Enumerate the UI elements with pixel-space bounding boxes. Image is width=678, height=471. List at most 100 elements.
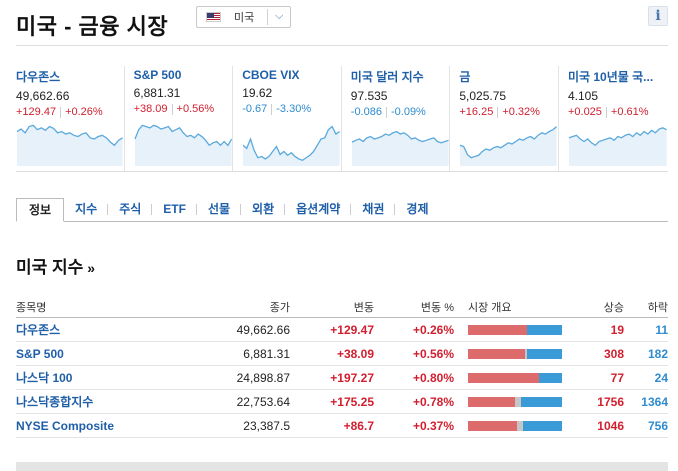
ticker-name[interactable]: 미국 달러 지수 xyxy=(350,70,424,84)
ticker-change-divider xyxy=(60,107,62,118)
section-title-us-indices[interactable]: 미국 지수» xyxy=(16,253,95,278)
ticker-change-divider xyxy=(171,104,173,115)
ticker-change-divider xyxy=(605,107,607,118)
ticker-value: 97.535 xyxy=(350,89,388,103)
index-name-link[interactable]: 나스닥종합지수 xyxy=(16,395,94,409)
index-change: +38.09 xyxy=(336,346,374,361)
ticker-change-abs: -0.67 xyxy=(242,103,268,115)
unchanged-segment xyxy=(538,372,540,383)
sparkline-area xyxy=(16,125,123,166)
tab-indices[interactable]: 지수 xyxy=(64,198,109,221)
country-select[interactable]: 미국 ⌵ xyxy=(196,6,291,28)
col-header-advancing: 상승 xyxy=(603,301,624,314)
ticker-name[interactable]: S&P 500 xyxy=(133,68,182,82)
advancing-count: 19 xyxy=(610,322,624,337)
table-row: 다우존스 49,662.66 +129.47 +0.26% 19 11 xyxy=(16,318,668,342)
ticker-change: +16.25 +0.32% xyxy=(459,106,556,118)
breadth-bar xyxy=(468,420,562,431)
breadth-bar xyxy=(468,348,562,359)
ticker-change: +0.025 +0.61% xyxy=(568,106,666,118)
indices-table: 종목명 종가 변동 변동 % 시장 개요 상승 하락 다우존스 49,662.6… xyxy=(16,296,668,438)
advancing-count: 77 xyxy=(610,370,624,385)
unchanged-segment xyxy=(515,396,521,407)
ticker-sparkline[interactable] xyxy=(459,122,558,166)
ticker-sparkline[interactable] xyxy=(16,122,124,166)
tab-stocks[interactable]: 주식 xyxy=(108,198,153,221)
col-header-last: 종가 xyxy=(269,301,290,314)
tab-options[interactable]: 옵션계약 xyxy=(285,198,352,221)
advancing-segment xyxy=(468,372,539,383)
ticker-change: +129.47 +0.26% xyxy=(16,106,122,118)
market-overview-cell xyxy=(454,324,562,335)
breadth-bar xyxy=(468,372,562,383)
table-header-row: 종목명 종가 변동 변동 % 시장 개요 상승 하락 xyxy=(16,296,668,318)
sparkline-area xyxy=(460,126,557,166)
ticker-change-abs: +16.25 xyxy=(459,106,494,118)
sparkline-area xyxy=(243,126,340,166)
ticker-change-pct: +0.61% xyxy=(610,106,649,118)
advancing-segment xyxy=(468,324,528,335)
select-divider xyxy=(267,9,268,25)
ticker-name[interactable]: 다우존스 xyxy=(16,70,61,84)
market-overview-cell xyxy=(454,396,562,407)
ticker-sparkline[interactable] xyxy=(351,122,450,166)
ticker-us10y[interactable]: 미국 10년물 국... 4.105 +0.025 +0.61% xyxy=(559,66,668,171)
index-change-pct: +0.26% xyxy=(412,322,454,337)
tab-etf[interactable]: ETF xyxy=(152,198,197,221)
ticker-sp500[interactable]: S&P 500 6,881.31 +38.09 +0.56% xyxy=(125,66,234,171)
ticker-name[interactable]: CBOE VIX xyxy=(242,68,300,82)
index-last: 22,753.64 xyxy=(236,394,290,409)
ticker-sparkline[interactable] xyxy=(568,122,668,166)
info-button[interactable]: i xyxy=(648,6,668,26)
sparkline-line xyxy=(242,125,341,161)
ticker-change-divider xyxy=(497,107,499,118)
index-name-link[interactable]: 나스닥 100 xyxy=(16,371,73,385)
ticker-change-abs: +129.47 xyxy=(16,106,57,118)
section-more-arrow[interactable]: » xyxy=(87,260,96,276)
page-title: 미국 - 금융 시장 xyxy=(16,14,169,39)
ticker-dow[interactable]: 다우존스 49,662.66 +129.47 +0.26% xyxy=(16,66,125,171)
breadth-bar xyxy=(468,396,562,407)
ticker-name[interactable]: 미국 10년물 국... xyxy=(567,70,654,84)
tab-forex[interactable]: 외환 xyxy=(241,198,286,221)
index-name-link[interactable]: 다우존스 xyxy=(16,323,61,337)
index-change: +129.47 xyxy=(330,322,374,337)
declining-count: 11 xyxy=(655,322,668,337)
ticker-dollar-index[interactable]: 미국 달러 지수 97.535 -0.086 -0.09% xyxy=(342,66,451,171)
sparkline-line xyxy=(351,130,449,144)
tab-info[interactable]: 정보 xyxy=(16,198,65,222)
ticker-change-pct: -0.09% xyxy=(390,106,426,118)
tab-economy[interactable]: 경제 xyxy=(406,202,429,216)
col-header-overview: 시장 개요 xyxy=(468,301,512,314)
index-change-pct: +0.37% xyxy=(412,418,454,433)
ticker-strip: 다우존스 49,662.66 +129.47 +0.26% S&P 500 6,… xyxy=(16,66,668,172)
sparkline-area xyxy=(568,127,667,166)
ticker-sparkline[interactable] xyxy=(242,122,341,166)
sparkline-line xyxy=(568,127,667,147)
ticker-sparkline[interactable] xyxy=(133,122,233,166)
index-last: 24,898.87 xyxy=(236,370,290,385)
index-last: 6,881.31 xyxy=(243,346,290,361)
index-name-link[interactable]: NYSE Composite xyxy=(16,418,115,433)
ticker-change-pct: +0.32% xyxy=(502,106,540,118)
sparkline-area xyxy=(351,131,449,166)
ticker-change-pct: +0.56% xyxy=(176,103,215,115)
advancing-count: 1756 xyxy=(597,394,624,409)
ticker-name[interactable]: 금 xyxy=(459,70,471,84)
index-change-pct: +0.80% xyxy=(412,370,454,385)
tab-bonds[interactable]: 채권 xyxy=(351,198,396,221)
section-title-text[interactable]: 미국 지수 xyxy=(16,258,84,277)
declining-segment xyxy=(522,420,562,431)
table-row: S&P 500 6,881.31 +38.09 +0.56% 308 182 xyxy=(16,342,668,366)
index-name-link[interactable]: S&P 500 xyxy=(16,346,64,361)
ticker-change-divider xyxy=(385,107,387,118)
declining-segment xyxy=(527,348,562,359)
market-tabs: 정보 지수 주식 ETF 선물 외환 옵션계약 채권 경제 xyxy=(16,198,668,222)
sparkline-line xyxy=(460,126,558,159)
tab-futures[interactable]: 선물 xyxy=(197,198,242,221)
ticker-value: 49,662.66 xyxy=(16,89,70,103)
ticker-change: +38.09 +0.56% xyxy=(134,103,231,115)
chevron-down-icon[interactable]: ⌵ xyxy=(275,10,284,22)
ticker-vix[interactable]: CBOE VIX 19.62 -0.67 -3.30% xyxy=(233,66,342,171)
ticker-gold[interactable]: 금 5,025.75 +16.25 +0.32% xyxy=(450,66,559,171)
